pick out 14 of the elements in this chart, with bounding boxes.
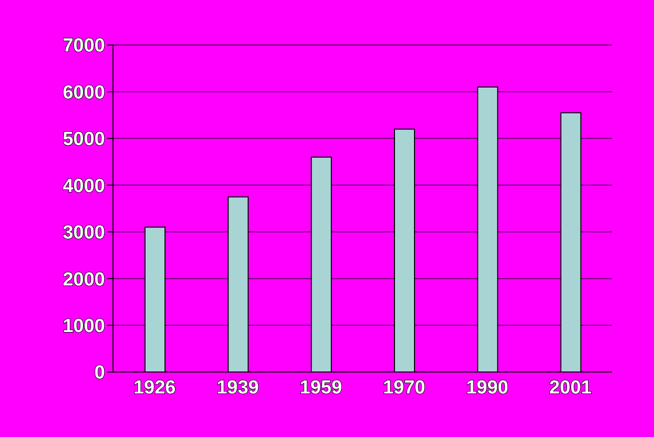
x-tick-label: 1926 xyxy=(133,377,176,398)
x-tick-label: 1970 xyxy=(382,377,426,398)
y-tick-label: 1000 xyxy=(62,316,105,338)
y-tick-label: 5000 xyxy=(62,129,105,150)
y-tick-label: 7000 xyxy=(62,36,105,57)
x-tick-label: 1939 xyxy=(216,377,259,398)
x-tick-label: 1990 xyxy=(466,377,508,398)
y-tick-label: 0 xyxy=(94,362,105,384)
x-tick-label: 1959 xyxy=(300,377,342,398)
y-tick-label: 2000 xyxy=(62,269,105,290)
y-tick-label: 4000 xyxy=(62,176,105,197)
y-tick-label: 3000 xyxy=(62,222,105,244)
x-tick-label: 2001 xyxy=(549,377,592,398)
y-tick-label: 6000 xyxy=(62,82,105,104)
